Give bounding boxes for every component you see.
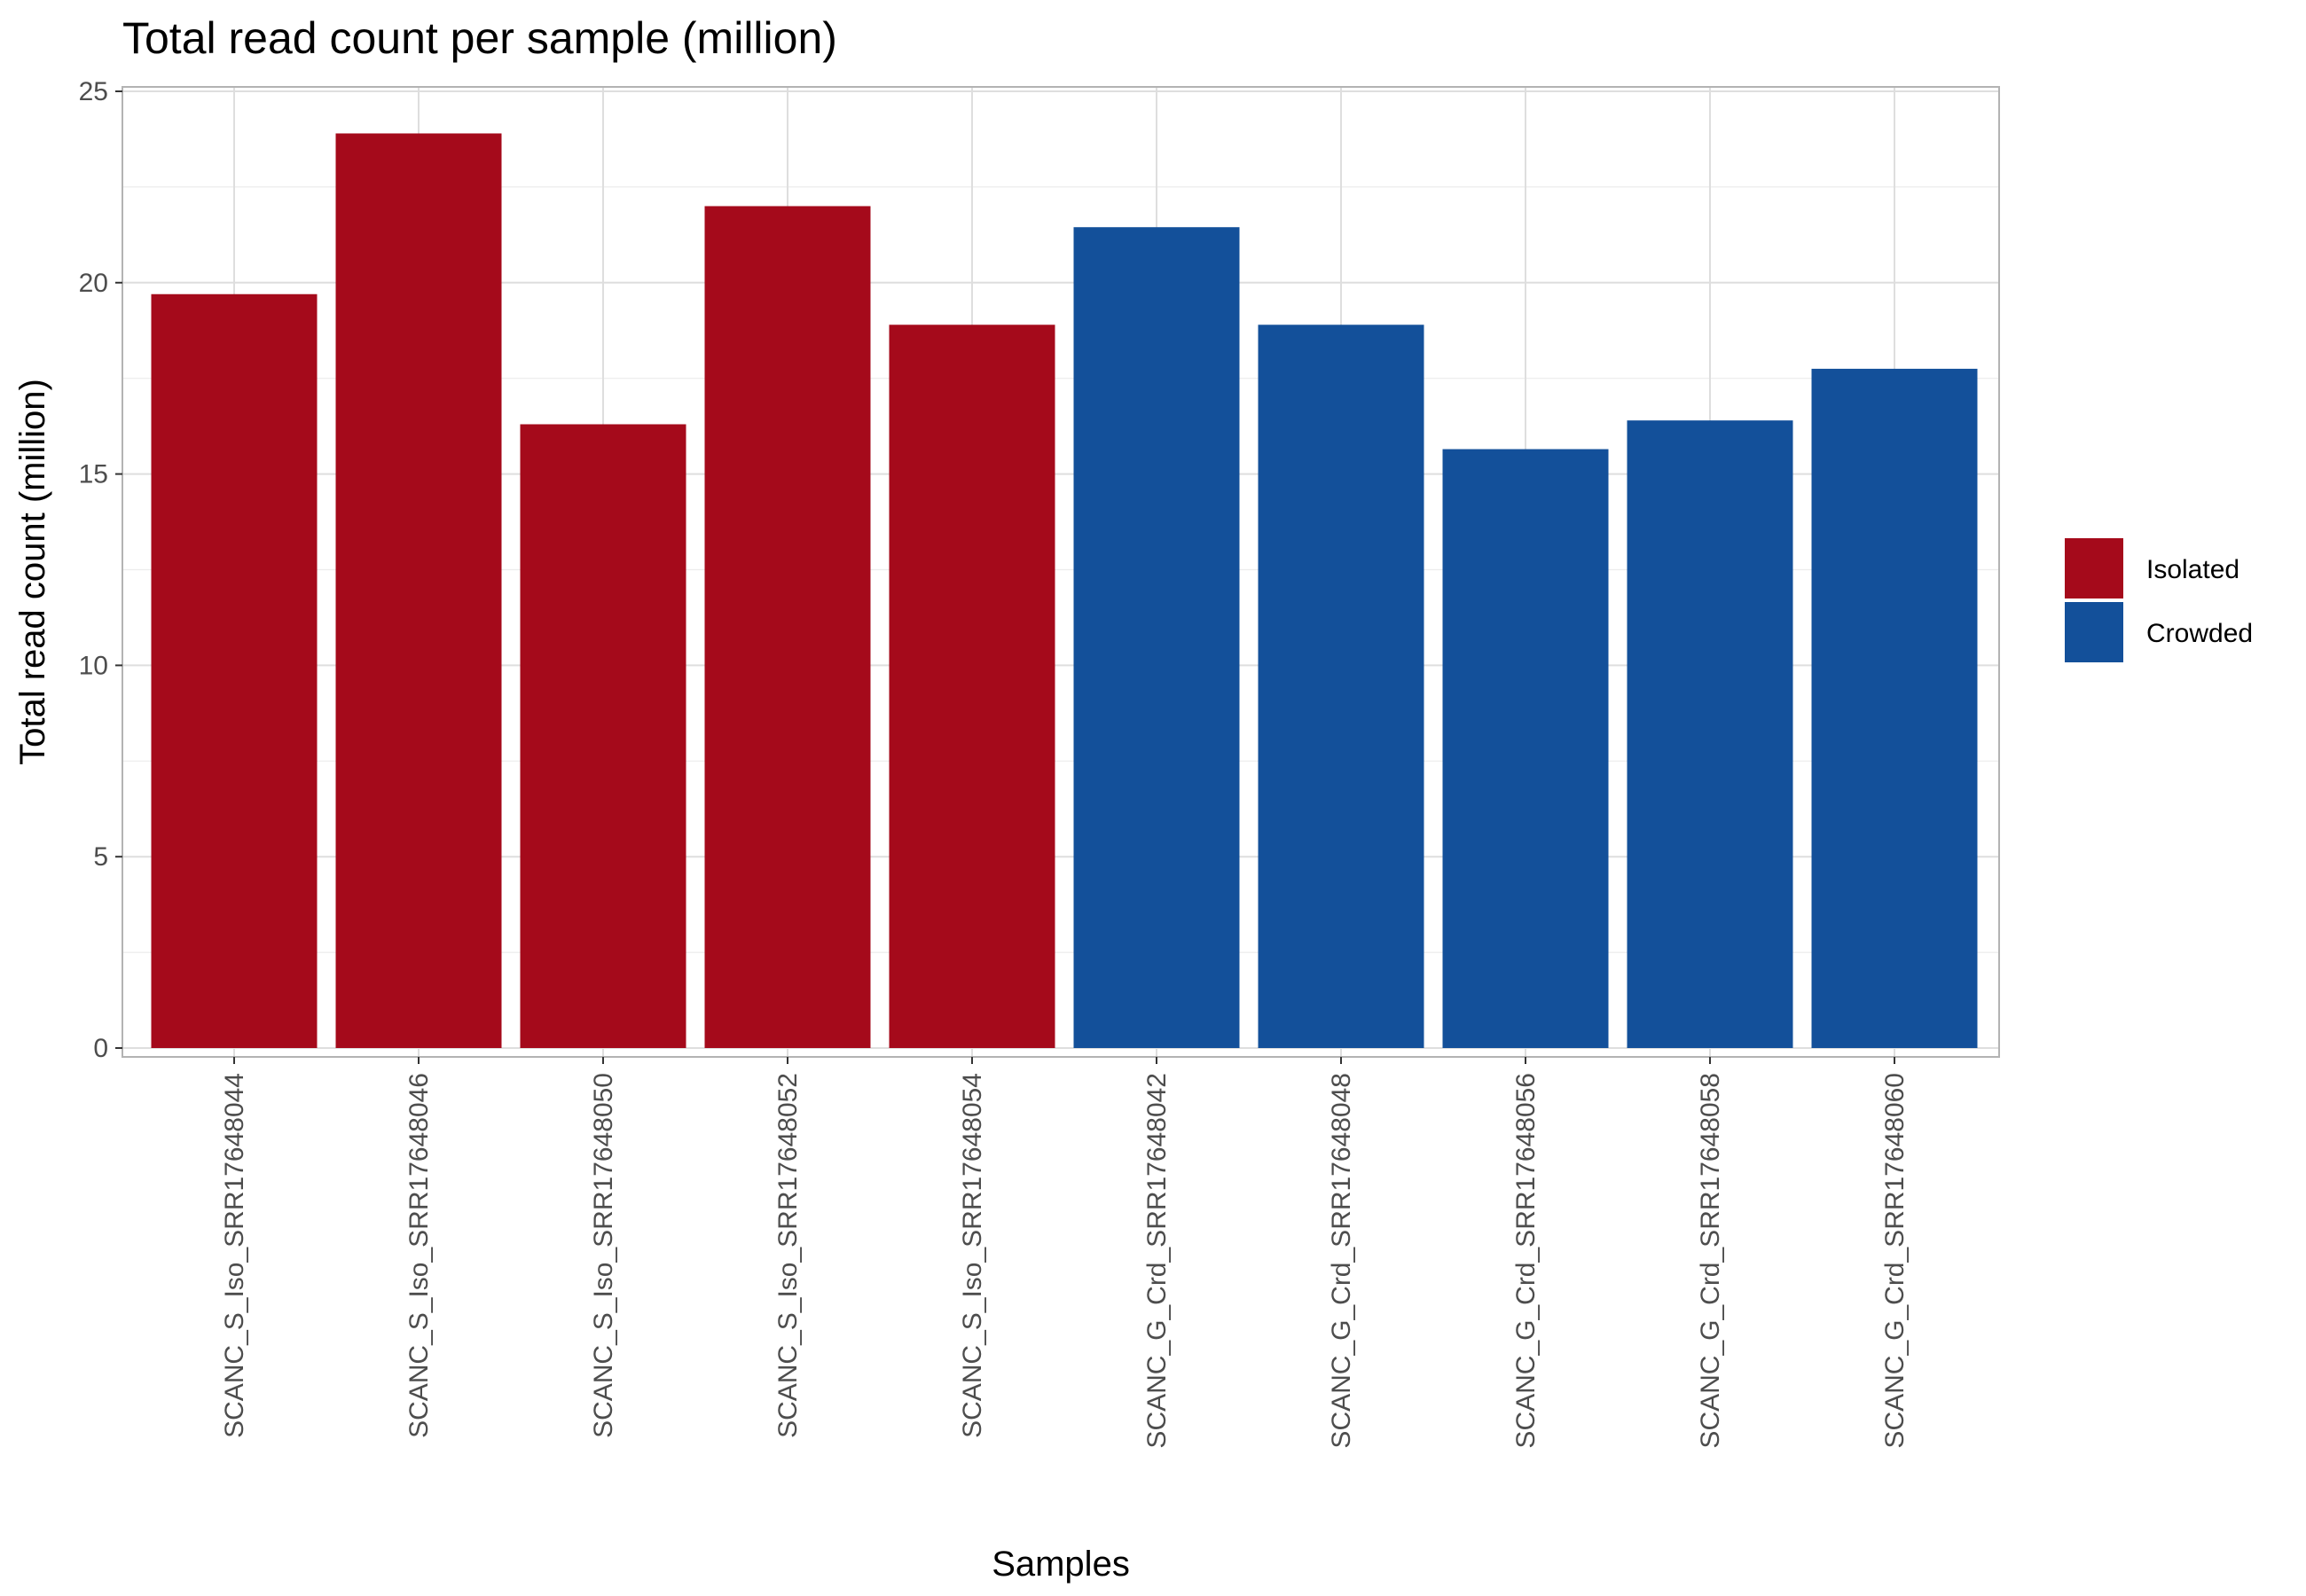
bars [151, 133, 1978, 1049]
x-tick-label: SCANC_G_Crd_SRR17648042 [1142, 1073, 1172, 1449]
bar [1258, 325, 1424, 1048]
x-tick-label: SCANC_G_Crd_SRR17648056 [1511, 1073, 1541, 1449]
legend-label: Crowded [2146, 619, 2253, 648]
x-tick-label: SCANC_S_Iso_SRR17648054 [958, 1073, 987, 1438]
bar [704, 206, 871, 1049]
y-axis-title: Total read count (million) [13, 379, 52, 765]
x-tick-label: SCANC_G_Crd_SRR17648058 [1696, 1073, 1725, 1449]
x-axis-title: Samples [992, 1545, 1130, 1584]
panel-border [122, 86, 2000, 1058]
y-tick-label: 0 [93, 1034, 108, 1063]
bar [151, 293, 318, 1048]
y-tick-label: 20 [79, 269, 108, 298]
legend-key [2065, 602, 2123, 662]
bar [520, 424, 686, 1048]
legend-key [2065, 538, 2123, 598]
y-tick-label: 5 [93, 842, 108, 872]
x-tick-label: SCANC_G_Crd_SRR17648048 [1327, 1073, 1356, 1449]
legend: Isolated Crowded [2065, 538, 2253, 662]
y-tick-label: 15 [79, 460, 108, 489]
bar [1442, 449, 1609, 1048]
legend-label: Isolated [2146, 555, 2239, 584]
bar [889, 325, 1055, 1048]
bar [1627, 420, 1793, 1048]
y-axis: 0 5 10 15 20 25 [79, 77, 122, 1063]
bar [1811, 368, 1978, 1048]
y-tick-label: 25 [79, 77, 108, 106]
bar [1073, 227, 1240, 1048]
x-tick-label: SCANC_S_Iso_SRR17648052 [773, 1073, 803, 1438]
x-tick-label: SCANC_S_Iso_SRR17648050 [589, 1073, 618, 1438]
chart-title: Total read count per sample (million) [122, 13, 837, 63]
y-tick-label: 10 [79, 651, 108, 680]
x-tick-label: SCANC_S_Iso_SRR17648046 [404, 1073, 434, 1438]
x-axis: SCANC_S_Iso_SRR17648044 SCANC_S_Iso_SRR17… [220, 1057, 1910, 1449]
x-tick-label: SCANC_G_Crd_SRR17648060 [1880, 1073, 1910, 1449]
x-tick-label: SCANC_S_Iso_SRR17648044 [220, 1073, 249, 1438]
bar [335, 133, 502, 1049]
